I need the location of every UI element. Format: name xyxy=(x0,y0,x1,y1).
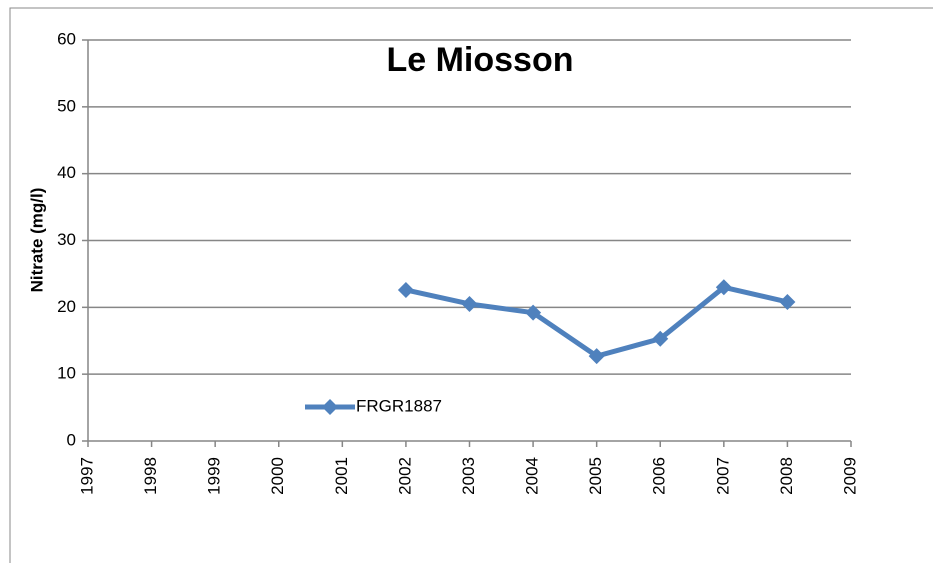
marker xyxy=(652,330,669,347)
x-tick-label: 2005 xyxy=(586,457,605,495)
series-line xyxy=(405,284,788,359)
marker xyxy=(525,304,542,321)
y-tick-label: 30 xyxy=(57,230,76,249)
x-tick-label: 1998 xyxy=(141,457,160,495)
y-axis-label: Nitrate (mg/l) xyxy=(27,188,46,293)
x-tick-label: 2004 xyxy=(523,457,542,495)
legend-label: FRGR1887 xyxy=(356,396,442,415)
y-tick-label: 0 xyxy=(67,430,76,449)
marker xyxy=(779,293,796,310)
y-tick-label: 10 xyxy=(57,364,76,383)
marker xyxy=(715,279,732,296)
x-tick-label: 1999 xyxy=(205,457,224,495)
x-tick-label: 1997 xyxy=(77,457,96,495)
y-tick-label: 60 xyxy=(57,29,76,48)
y-tick-label: 20 xyxy=(57,297,76,316)
marker xyxy=(588,348,605,365)
x-tick-label: 2006 xyxy=(650,457,669,495)
x-tick-label: 2001 xyxy=(332,457,351,495)
x-tick-label: 2003 xyxy=(459,457,478,495)
y-tick-label: 50 xyxy=(57,96,76,115)
x-tick-label: 2007 xyxy=(713,457,732,495)
legend-marker xyxy=(322,399,338,415)
chart-border xyxy=(9,7,933,563)
x-tick-label: 2009 xyxy=(840,457,859,495)
chart-title: Le Miosson xyxy=(386,41,573,79)
x-tick-label: 2002 xyxy=(395,457,414,495)
marker xyxy=(461,295,478,312)
x-tick-label: 2008 xyxy=(777,457,796,495)
y-tick-label: 40 xyxy=(57,163,76,182)
x-tick-label: 2000 xyxy=(268,457,287,495)
marker xyxy=(397,281,414,298)
